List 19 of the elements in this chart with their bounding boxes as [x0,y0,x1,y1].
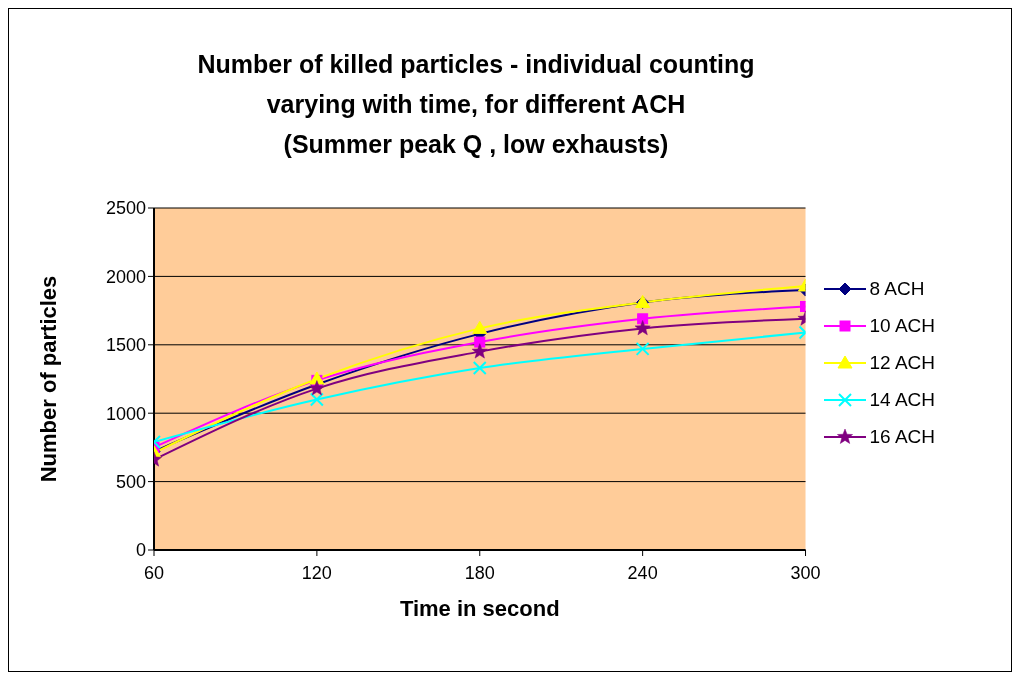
y-tick-label: 0 [135,540,146,561]
x-tick-label: 180 [464,562,495,583]
x-tick-label: 60 [143,562,165,583]
legend-label: 8 ACH [869,277,925,300]
y-tick-label: 1000 [105,403,146,424]
y-tick-label: 1500 [105,335,146,356]
x-tick-label: 120 [301,562,332,583]
y-tick-label: 500 [115,471,146,492]
legend-label: 16 ACH [869,425,935,448]
x-tick-label: 240 [627,562,658,583]
legend-label: 14 ACH [869,388,935,411]
x-axis-title: Time in second [399,595,560,621]
legend-label: 12 ACH [869,351,935,374]
y-axis-title: Number of particles [35,275,61,483]
legend-label: 10 ACH [869,314,935,337]
y-tick-label: 2500 [105,198,146,219]
x-tick-label: 300 [790,562,821,583]
chart-title: Number of killed particles - individual counting varying with time, for different ACH (Summer peak Q , low exhausts) [196,49,756,160]
y-tick-label: 2000 [105,266,146,287]
